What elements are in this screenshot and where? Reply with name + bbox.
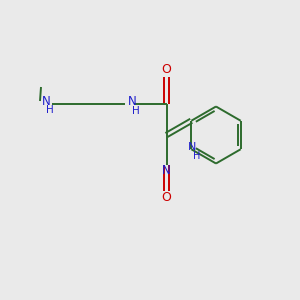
Text: H: H [132,106,140,116]
Text: N: N [41,95,50,108]
Text: N: N [188,142,196,152]
Text: H: H [193,151,200,161]
Text: O: O [162,190,171,204]
Text: O: O [162,63,171,76]
Text: N: N [162,164,171,177]
Text: H: H [46,105,53,115]
Text: N: N [128,95,137,108]
